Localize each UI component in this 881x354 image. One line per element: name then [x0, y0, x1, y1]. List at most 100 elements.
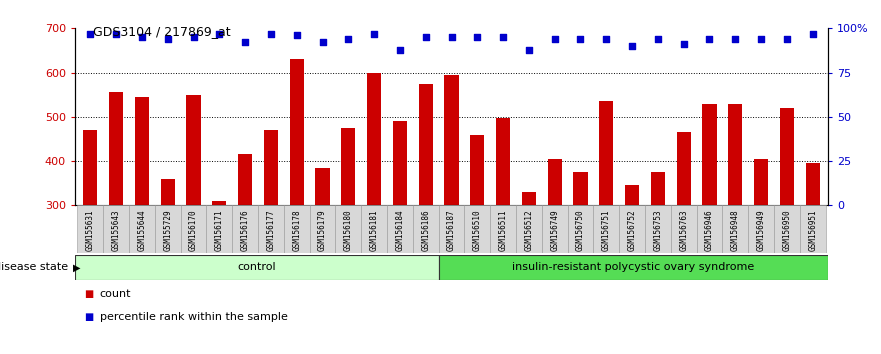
- Text: GSM155729: GSM155729: [163, 209, 173, 251]
- Text: ■: ■: [84, 312, 93, 321]
- FancyBboxPatch shape: [439, 205, 464, 253]
- FancyBboxPatch shape: [309, 205, 336, 253]
- Text: GSM156949: GSM156949: [757, 209, 766, 251]
- Text: GSM156948: GSM156948: [730, 209, 740, 251]
- Bar: [548, 159, 562, 205]
- Point: [702, 36, 716, 42]
- Text: ▶: ▶: [73, 262, 81, 272]
- Point: [187, 34, 201, 40]
- FancyBboxPatch shape: [181, 205, 206, 253]
- Bar: [418, 84, 433, 205]
- Text: GSM155643: GSM155643: [112, 209, 121, 251]
- FancyBboxPatch shape: [542, 205, 567, 253]
- FancyBboxPatch shape: [233, 205, 258, 253]
- Text: GSM156749: GSM156749: [551, 209, 559, 251]
- Bar: [574, 172, 588, 205]
- Text: GSM156951: GSM156951: [808, 209, 818, 251]
- Bar: [393, 121, 407, 205]
- Point: [677, 41, 691, 47]
- FancyBboxPatch shape: [155, 205, 181, 253]
- FancyBboxPatch shape: [258, 205, 284, 253]
- Text: GSM156512: GSM156512: [524, 209, 533, 251]
- Point: [290, 33, 304, 38]
- Bar: [341, 128, 355, 205]
- Text: control: control: [238, 262, 276, 272]
- FancyBboxPatch shape: [748, 205, 774, 253]
- Text: GSM156752: GSM156752: [627, 209, 637, 251]
- Point: [341, 36, 355, 42]
- Bar: [677, 132, 691, 205]
- Bar: [160, 179, 174, 205]
- Text: GSM156750: GSM156750: [576, 209, 585, 251]
- Text: GSM156510: GSM156510: [473, 209, 482, 251]
- Text: percentile rank within the sample: percentile rank within the sample: [100, 312, 287, 321]
- Bar: [702, 103, 716, 205]
- FancyBboxPatch shape: [567, 205, 594, 253]
- Text: GSM156171: GSM156171: [215, 209, 224, 251]
- FancyBboxPatch shape: [516, 205, 542, 253]
- Point: [315, 40, 329, 45]
- Text: GSM156751: GSM156751: [602, 209, 611, 251]
- Text: GSM156180: GSM156180: [344, 209, 352, 251]
- Text: count: count: [100, 289, 131, 298]
- Text: GSM156170: GSM156170: [189, 209, 198, 251]
- FancyBboxPatch shape: [697, 205, 722, 253]
- FancyBboxPatch shape: [387, 205, 413, 253]
- FancyBboxPatch shape: [774, 205, 800, 253]
- Text: ■: ■: [84, 289, 93, 298]
- FancyBboxPatch shape: [619, 205, 645, 253]
- FancyBboxPatch shape: [336, 205, 361, 253]
- Text: insulin-resistant polycystic ovary syndrome: insulin-resistant polycystic ovary syndr…: [512, 262, 754, 272]
- Bar: [238, 154, 252, 205]
- FancyBboxPatch shape: [413, 205, 439, 253]
- FancyBboxPatch shape: [800, 205, 825, 253]
- Text: GSM156950: GSM156950: [782, 209, 791, 251]
- Point: [470, 34, 485, 40]
- Text: GSM156178: GSM156178: [292, 209, 301, 251]
- Point: [84, 31, 98, 36]
- Bar: [135, 97, 149, 205]
- Bar: [599, 101, 613, 205]
- Bar: [522, 192, 536, 205]
- Bar: [367, 73, 381, 205]
- Bar: [212, 201, 226, 205]
- FancyBboxPatch shape: [206, 205, 233, 253]
- Text: GSM156187: GSM156187: [447, 209, 456, 251]
- FancyBboxPatch shape: [129, 205, 155, 253]
- Bar: [496, 118, 510, 205]
- Point: [548, 36, 562, 42]
- Point: [135, 34, 149, 40]
- Bar: [263, 130, 278, 205]
- Bar: [444, 75, 459, 205]
- Text: GSM155644: GSM155644: [137, 209, 146, 251]
- Text: GSM155631: GSM155631: [85, 209, 95, 251]
- Text: GSM156177: GSM156177: [266, 209, 276, 251]
- Point: [522, 47, 536, 52]
- FancyBboxPatch shape: [722, 205, 748, 253]
- FancyBboxPatch shape: [490, 205, 516, 253]
- Point: [754, 36, 768, 42]
- Point: [805, 31, 819, 36]
- FancyBboxPatch shape: [75, 255, 439, 280]
- Text: GSM156763: GSM156763: [679, 209, 688, 251]
- FancyBboxPatch shape: [103, 205, 129, 253]
- Bar: [84, 130, 98, 205]
- Point: [599, 36, 613, 42]
- Text: GSM156181: GSM156181: [370, 209, 379, 251]
- FancyBboxPatch shape: [670, 205, 697, 253]
- Text: GSM156184: GSM156184: [396, 209, 404, 251]
- Point: [444, 34, 458, 40]
- Bar: [780, 108, 794, 205]
- Point: [496, 34, 510, 40]
- Text: GSM156753: GSM156753: [654, 209, 663, 251]
- FancyBboxPatch shape: [284, 205, 309, 253]
- Bar: [651, 172, 665, 205]
- Bar: [187, 95, 201, 205]
- Bar: [315, 168, 329, 205]
- Bar: [805, 163, 819, 205]
- Point: [212, 31, 226, 36]
- FancyBboxPatch shape: [594, 205, 619, 253]
- Bar: [754, 159, 768, 205]
- Text: GSM156186: GSM156186: [421, 209, 430, 251]
- Text: GDS3104 / 217869_at: GDS3104 / 217869_at: [93, 25, 230, 38]
